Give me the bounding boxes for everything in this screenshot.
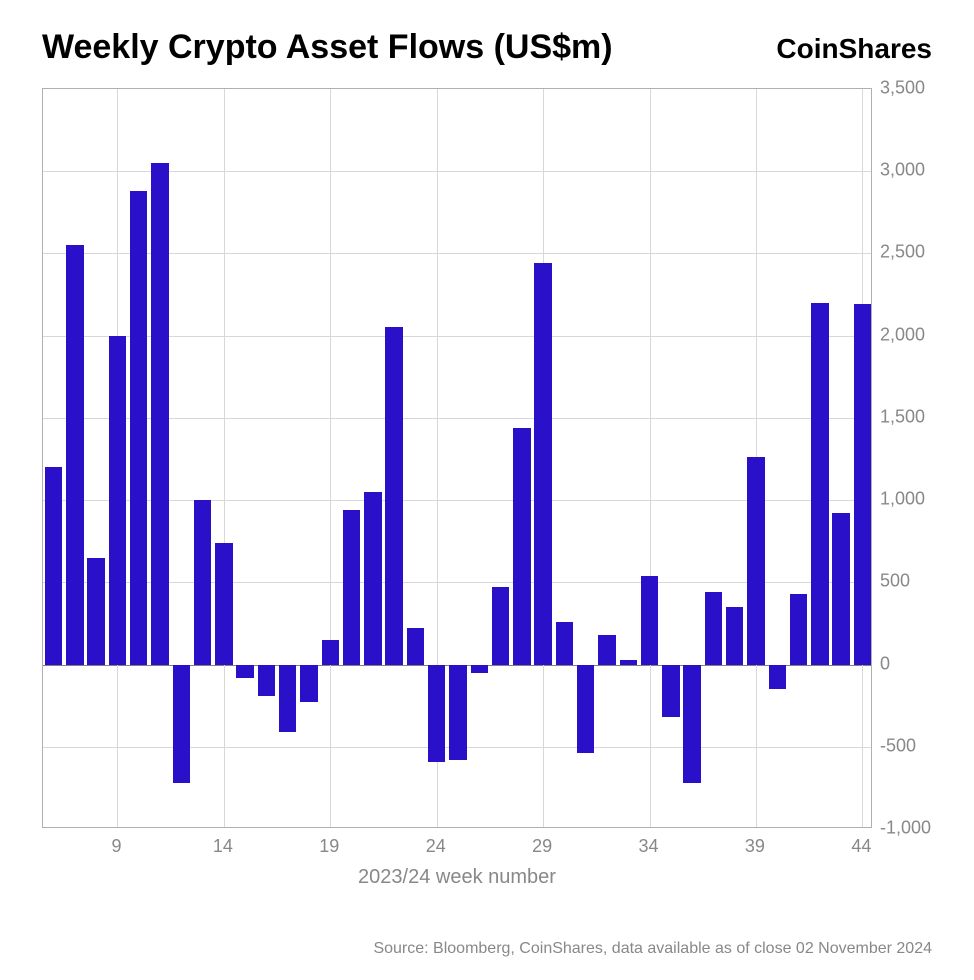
bar [683, 665, 700, 783]
bar [832, 513, 849, 664]
bar [556, 622, 573, 665]
x-tick-label: 34 [639, 836, 659, 857]
bar [194, 500, 211, 664]
bar [513, 428, 530, 665]
bar [300, 665, 317, 703]
bar [215, 543, 232, 665]
y-tick-label: -500 [880, 735, 932, 756]
bar [279, 665, 296, 732]
bar [769, 665, 786, 690]
y-tick-label: 2,000 [880, 324, 932, 345]
x-tick-label: 24 [426, 836, 446, 857]
x-tick-label: 14 [213, 836, 233, 857]
bar [130, 191, 147, 665]
bar [236, 665, 253, 678]
x-tick-label: 9 [111, 836, 121, 857]
bar [790, 594, 807, 665]
bar [45, 467, 62, 664]
brand-logo-text: CoinShares [776, 33, 932, 65]
x-tick-label: 19 [319, 836, 339, 857]
plot-area [42, 88, 872, 828]
bar [471, 665, 488, 673]
bar [449, 665, 466, 760]
y-tick-label: 500 [880, 571, 932, 592]
chart-title: Weekly Crypto Asset Flows (US$m) [42, 28, 613, 67]
bar [364, 492, 381, 665]
y-tick-label: 3,500 [880, 78, 932, 99]
y-tick-label: 0 [880, 653, 932, 674]
x-tick-label: 44 [851, 836, 871, 857]
bar [811, 303, 828, 665]
y-tick-label: -1,000 [880, 818, 932, 839]
x-tick-label: 29 [532, 836, 552, 857]
bar [109, 336, 126, 665]
bar [343, 510, 360, 665]
bar [87, 558, 104, 665]
gridline-v [330, 89, 331, 827]
bar [428, 665, 445, 762]
bar [598, 635, 615, 665]
bar [705, 592, 722, 664]
bar [322, 640, 339, 665]
bar [385, 327, 402, 664]
bar [747, 457, 764, 664]
y-tick-label: 3,000 [880, 160, 932, 181]
bar [577, 665, 594, 754]
bar [662, 665, 679, 718]
chart-container: 2023/24 week number -1,000-50005001,0001… [42, 88, 932, 883]
gridline-v [224, 89, 225, 827]
x-tick-label: 39 [745, 836, 765, 857]
bar [407, 628, 424, 664]
bar [641, 576, 658, 665]
bar [534, 263, 551, 664]
source-citation: Source: Bloomberg, CoinShares, data avai… [373, 940, 932, 958]
bar [854, 304, 871, 664]
y-tick-label: 1,500 [880, 406, 932, 427]
bar [173, 665, 190, 783]
chart-header: Weekly Crypto Asset Flows (US$m) CoinSha… [42, 28, 932, 67]
bar [620, 660, 637, 665]
bar [492, 587, 509, 664]
bar [258, 665, 275, 696]
x-axis-label: 2023/24 week number [42, 866, 872, 889]
bar [726, 607, 743, 665]
bar [66, 245, 83, 664]
y-tick-label: 1,000 [880, 489, 932, 510]
bar [151, 163, 168, 665]
gridline-v [650, 89, 651, 827]
y-tick-label: 2,500 [880, 242, 932, 263]
